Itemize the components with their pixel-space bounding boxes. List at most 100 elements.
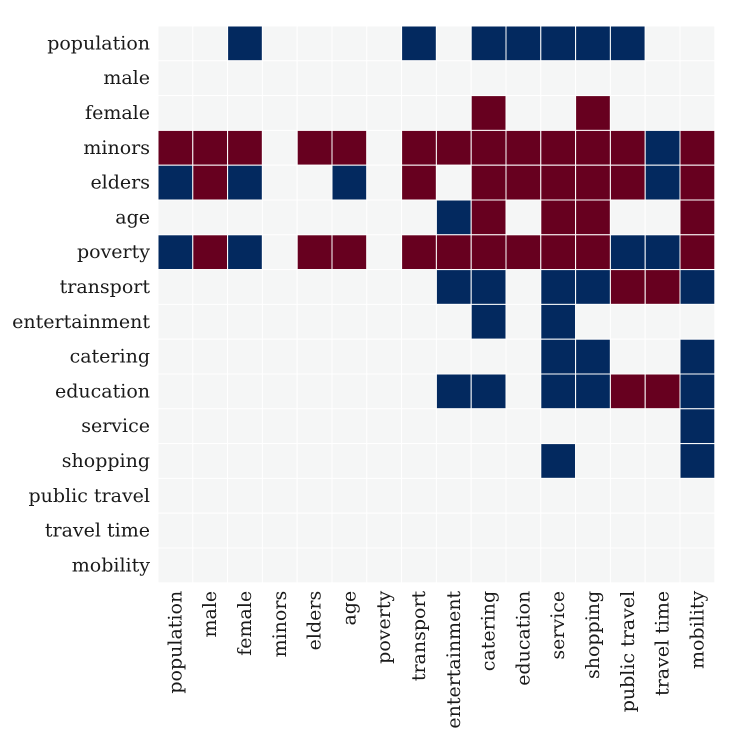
heatmap-cell-8-1 [192,303,229,340]
heatmap-cell-8-9 [470,303,507,340]
heatmap-cell-7-8 [435,269,472,305]
heatmap-cell-2-4 [296,95,333,131]
heatmap-cell-3-8 [435,129,472,166]
heatmap-cell-11-7 [401,408,437,445]
heatmap-cell-12-13 [609,443,646,479]
heatmap-cell-9-10 [505,338,542,375]
heatmap-cell-13-10 [505,477,542,514]
row-tick-labels: population male female minors elders age pover… [12,32,150,576]
heatmap-cell-10-11 [540,373,577,410]
heatmap-cell-9-0 [157,338,194,375]
heatmap-cell-8-3 [261,303,298,340]
heatmap-cell-9-5 [331,338,368,375]
heatmap-cell-1-6 [366,60,403,97]
heatmap-cell-15-2 [227,547,263,584]
heatmap-cell-13-7 [401,477,437,514]
heatmap-cell-8-11 [540,303,577,340]
column-label: population [164,591,186,694]
column-label: education [512,591,534,686]
heatmap-cell-3-9 [470,129,507,166]
heatmap-cell-9-1 [192,338,229,375]
heatmap-cell-4-5 [331,164,368,201]
heatmap-cell-12-7 [401,443,437,479]
heatmap-cell-6-4 [296,234,333,271]
heatmap-cell-3-7 [401,129,437,166]
heatmap-cell-11-0 [157,408,194,445]
heatmap-cell-8-2 [227,303,263,340]
heatmap-cell-7-0 [157,269,194,305]
heatmap-cell-9-13 [609,338,646,375]
heatmap-cell-3-14 [644,129,681,166]
column-tick-labels: population male female minors elders age pover… [164,590,708,728]
heatmap-cell-6-14 [644,234,681,271]
row-label: public travel [29,485,151,507]
heatmap-cell-11-5 [331,408,368,445]
heatmap-cell-3-12 [575,129,611,166]
heatmap-cell-3-15 [679,129,716,166]
heatmap-cell-13-3 [261,477,298,514]
heatmap-cell-14-15 [679,512,716,549]
heatmap-cell-4-6 [366,164,403,201]
heatmap-cell-9-11 [540,338,577,375]
heatmap-cell-3-1 [192,129,229,166]
heatmap-cell-10-9 [470,373,507,410]
heatmap-cell-4-9 [470,164,507,201]
heatmap-cell-14-2 [227,512,263,549]
row-label: elders [90,172,150,194]
heatmap-cell-3-11 [540,129,577,166]
heatmap-cell-9-8 [435,338,472,375]
column-label: entertainment [443,590,465,728]
heatmap-cell-5-5 [331,199,368,236]
heatmap-cell-5-2 [227,199,263,236]
heatmap-cell-3-2 [227,129,263,166]
heatmap-cell-7-3 [261,269,298,305]
heatmap-cell-15-3 [261,547,298,584]
heatmap-cell-4-11 [540,164,577,201]
heatmap-cell-10-2 [227,373,263,410]
heatmap-cell-2-8 [435,95,472,131]
heatmap-cell-5-10 [505,199,542,236]
heatmap-cell-3-4 [296,129,333,166]
heatmap-cell-13-6 [366,477,403,514]
heatmap-cell-4-2 [227,164,263,201]
heatmap-cell-11-1 [192,408,229,445]
heatmap-cell-12-2 [227,443,263,479]
heatmap-cell-6-9 [470,234,507,271]
heatmap-cell-15-11 [540,547,577,584]
heatmap-cell-13-1 [192,477,229,514]
heatmap-cell-5-9 [470,199,507,236]
heatmap-cell-15-1 [192,547,229,584]
heatmap-cell-14-7 [401,512,437,549]
heatmap-cell-0-2 [227,25,263,62]
heatmap-cell-8-14 [644,303,681,340]
heatmap-cell-0-3 [261,25,298,62]
heatmap-cell-0-13 [609,25,646,62]
heatmap-cell-8-8 [435,303,472,340]
heatmap-cell-0-5 [331,25,368,62]
heatmap-cell-2-13 [609,95,646,131]
heatmap-cell-7-14 [644,269,681,305]
heatmap-cell-14-6 [366,512,403,549]
heatmap-cell-14-1 [192,512,229,549]
heatmap-cell-4-7 [401,164,437,201]
heatmap-cell-12-5 [331,443,368,479]
heatmap-cell-1-13 [609,60,646,97]
row-label: age [115,206,150,228]
heatmap-cell-2-2 [227,95,263,131]
heatmap-cell-13-13 [609,477,646,514]
heatmap-cell-14-14 [644,512,681,549]
heatmap-cell-10-3 [261,373,298,410]
heatmap-cell-5-12 [575,199,611,236]
heatmap-cell-15-5 [331,547,368,584]
heatmap-cell-11-8 [435,408,472,445]
heatmap-cell-14-0 [157,512,194,549]
row-label: minors [83,137,150,159]
heatmap-cell-4-15 [679,164,716,201]
heatmap-cell-3-0 [157,129,194,166]
heatmap-cell-13-5 [331,477,368,514]
heatmap-cell-11-4 [296,408,333,445]
heatmap-cell-6-12 [575,234,611,271]
heatmap-cell-0-10 [505,25,542,62]
heatmap-cell-13-12 [575,477,611,514]
